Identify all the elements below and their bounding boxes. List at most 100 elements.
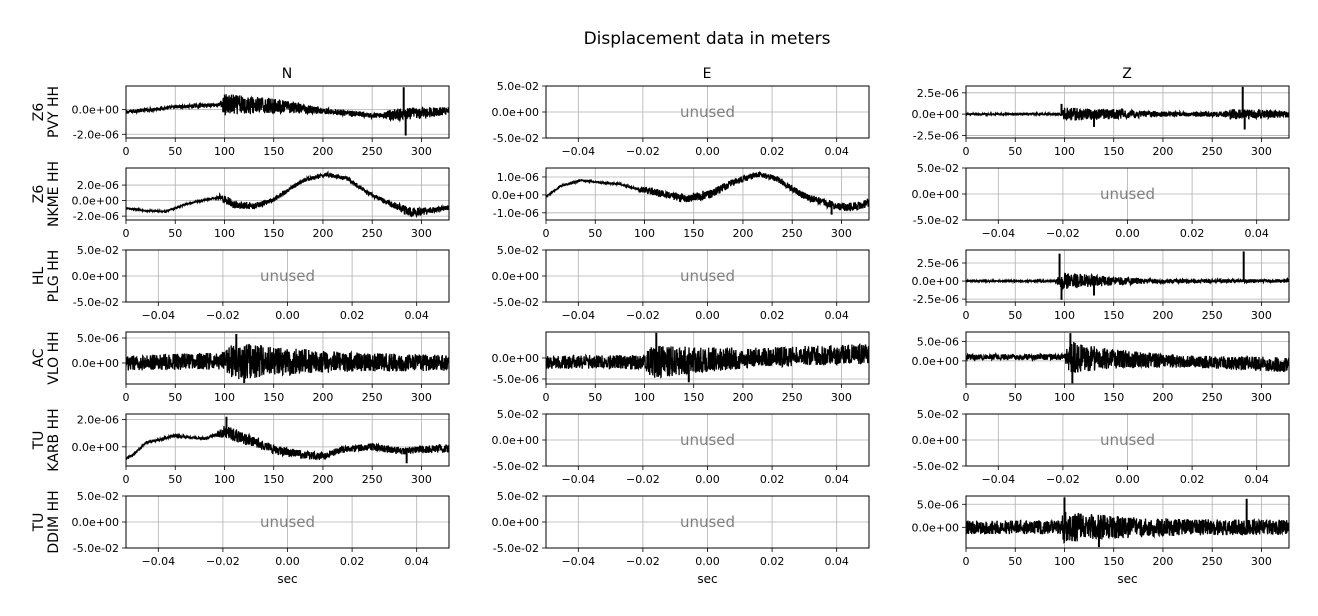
x-tick-label: 150: [263, 473, 284, 486]
x-tick-label: 100: [214, 473, 235, 486]
x-tick-label: 100: [214, 227, 235, 240]
subplot-r1-c0: 0 50 100 150 200 250 300 -2.0e-06 0.0e+00 2.0e-06: [72, 167, 450, 240]
subplot-r5-c2: 0 50 100 150 200 250 300 0.0e+00 5.0e-06: [912, 495, 1290, 568]
x-tick-label: 0.04: [1244, 227, 1269, 240]
unused-label: unused: [680, 431, 735, 449]
y-tick-label: 0.0e+00: [912, 188, 959, 201]
x-tick-label: 0: [123, 473, 130, 486]
x-tick-label: −0.04: [561, 473, 595, 486]
x-tick-label: 100: [1054, 555, 1075, 568]
x-tick-label: 150: [263, 145, 284, 158]
x-tick-label: 250: [1202, 309, 1223, 322]
x-tick-label: 100: [214, 145, 235, 158]
x-tick-label: 0.02: [760, 555, 785, 568]
subplot-r4-c1: unused −0.04 −0.02 0.00 0.02 0.04 -5.0e-02 0.0e…: [492, 408, 870, 486]
waveform-trace: [126, 94, 449, 123]
x-tick-label: 50: [168, 473, 182, 486]
x-tick-label: 0.04: [824, 473, 849, 486]
x-tick-label: 0: [123, 391, 130, 404]
x-tick-label: 0.00: [275, 309, 300, 322]
x-tick-label: 0: [543, 227, 550, 240]
axes-frame: [125, 331, 450, 385]
x-tick-label: 150: [1103, 555, 1124, 568]
y-tick-label: 0.0e+00: [72, 516, 119, 529]
y-tick-label: 5.0e-06: [917, 498, 959, 511]
x-tick-label: 50: [168, 227, 182, 240]
x-tick-label: 200: [732, 227, 753, 240]
y-tick-label: 0.0e+00: [912, 108, 959, 121]
x-tick-label: 0.02: [1180, 473, 1205, 486]
y-tick-label: 0.0e+00: [492, 270, 539, 283]
subplot-r0-c0: 0 50 100 150 200 250 300 -2.0e-06 0.0e+00: [72, 85, 450, 158]
y-tick-label: 2.0e-06: [77, 413, 119, 426]
x-tick-label: 300: [411, 227, 432, 240]
x-tick-label: 0: [543, 391, 550, 404]
y-tick-label: -5.0e-02: [913, 214, 959, 227]
x-tick-label: 100: [214, 391, 235, 404]
x-tick-label: −0.02: [626, 145, 660, 158]
y-tick-label: 0.0e+00: [912, 355, 959, 368]
y-tick-label: 5.0e-06: [77, 332, 119, 345]
x-tick-label: 0.04: [824, 555, 849, 568]
x-tick-label: 50: [168, 145, 182, 158]
x-tick-label: 300: [1251, 145, 1272, 158]
x-tick-label: 0: [963, 145, 970, 158]
row-label-station: PVY HH: [46, 86, 62, 138]
axes-frame: [125, 85, 450, 139]
y-tick-label: -5.0e-06: [493, 373, 539, 386]
axes-frame: [545, 167, 870, 221]
x-tick-label: 0.00: [695, 145, 720, 158]
y-tick-label: 0.0e+00: [912, 275, 959, 288]
axes-frame: [125, 167, 450, 221]
waveform-trace: [546, 343, 869, 379]
unused-label: unused: [1100, 431, 1155, 449]
x-tick-label: 0.04: [1244, 473, 1269, 486]
row-label-station: VLO HH: [46, 331, 62, 384]
y-tick-label: -2.0e-06: [73, 128, 119, 141]
axes-frame: [125, 413, 450, 467]
unused-label: unused: [1100, 185, 1155, 203]
unused-label: unused: [260, 267, 315, 285]
x-tick-label: 100: [634, 391, 655, 404]
x-tick-label: −0.02: [1046, 227, 1080, 240]
y-tick-label: 0.0e+00: [492, 516, 539, 529]
axes-frame: [965, 331, 1290, 385]
x-tick-label: 200: [1152, 391, 1173, 404]
y-tick-label: 5.0e-02: [497, 80, 539, 93]
y-tick-label: 5.0e-02: [77, 244, 119, 257]
x-tick-label: 0.00: [275, 555, 300, 568]
y-tick-label: -2.5e-06: [913, 129, 959, 142]
x-tick-label: 0: [963, 555, 970, 568]
subplot-r5-c1: unused −0.04 −0.02 0.00 0.02 0.04 -5.0e-02 0.0e…: [492, 490, 870, 568]
subplot-r4-c0: 0 50 100 150 200 250 300 0.0e+00 2.0e-06: [72, 413, 450, 486]
subplot-r3-c0: 0 50 100 150 200 250 300 0.0e+00 5.0e-06: [72, 331, 450, 404]
x-tick-label: 50: [168, 391, 182, 404]
x-tick-label: 300: [411, 145, 432, 158]
unused-label: unused: [680, 513, 735, 531]
column-title-e: E: [703, 66, 712, 82]
x-tick-label: 0.02: [340, 555, 365, 568]
row-label: HL PLG HH: [31, 250, 62, 303]
x-tick-label: −0.02: [626, 555, 660, 568]
x-tick-label: 250: [362, 145, 383, 158]
x-tick-label: 200: [312, 145, 333, 158]
axes-frame: [965, 249, 1290, 303]
x-tick-label: 0.00: [1115, 227, 1140, 240]
row-label-station: NKME HH: [46, 161, 62, 227]
y-tick-label: 0.0e+00: [72, 104, 119, 117]
subplot-r1-c2: unused −0.04 −0.02 0.00 0.02 0.04 -5.0e-02 0.0e…: [912, 162, 1290, 240]
figure-title: Displacement data in meters: [584, 29, 831, 49]
subplot-r4-c2: unused −0.04 −0.02 0.00 0.02 0.04 -5.0e-02 0.0e…: [912, 408, 1290, 486]
x-tick-label: 200: [312, 473, 333, 486]
subplot-r0-c1: unused −0.04 −0.02 0.00 0.02 0.04 -5.0e-02 0.0e…: [492, 80, 870, 158]
row-label-network: TU: [31, 513, 47, 533]
subplot-r3-c2: 0 50 100 150 200 250 300 0.0e+00 5.0e-06: [912, 331, 1290, 404]
x-tick-label: 200: [1152, 309, 1173, 322]
x-tick-label: 200: [1152, 145, 1173, 158]
x-tick-label: −0.02: [1046, 473, 1080, 486]
y-tick-label: 0.0e+00: [912, 434, 959, 447]
row-label-network: Z6: [31, 185, 47, 204]
x-tick-label: 250: [362, 227, 383, 240]
x-tick-label: 200: [312, 391, 333, 404]
